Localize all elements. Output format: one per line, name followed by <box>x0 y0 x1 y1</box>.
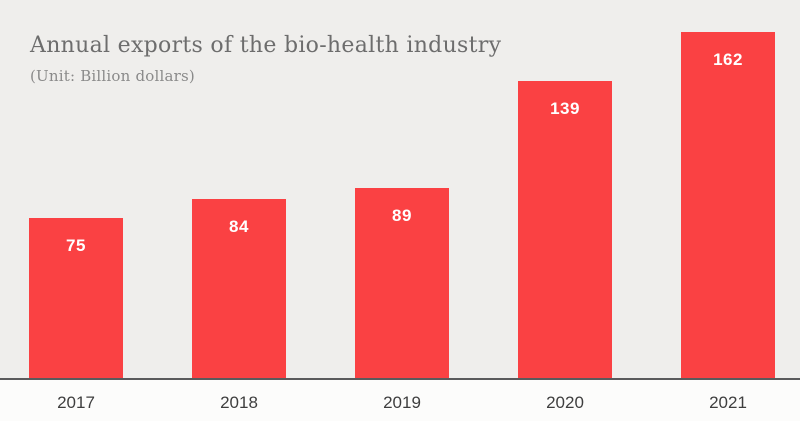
x-tick-label-2018: 2018 <box>220 393 258 412</box>
bar-2017: 75 <box>29 218 123 378</box>
bar-2018: 84 <box>192 199 286 378</box>
bar-value-label: 75 <box>66 236 86 255</box>
bar-2020: 139 <box>518 81 612 378</box>
bar-value-label: 162 <box>713 50 743 69</box>
x-tick-label-2021: 2021 <box>709 393 747 412</box>
bar-value-label: 139 <box>550 99 580 118</box>
x-tick-label-2019: 2019 <box>383 393 421 412</box>
chart-title: Annual exports of the bio-health industr… <box>30 33 502 58</box>
bars-layer: 75 84 89 139 162 <box>29 32 775 378</box>
x-tick-label-2020: 2020 <box>546 393 584 412</box>
chart-header: Annual exports of the bio-health industr… <box>30 33 501 85</box>
x-tick-label-2017: 2017 <box>57 393 95 412</box>
bar-2019: 89 <box>355 188 449 378</box>
bar-value-label: 89 <box>392 206 412 225</box>
x-axis: 2017 2018 2019 2020 2021 <box>0 380 800 413</box>
bar-value-label: 84 <box>229 217 249 236</box>
plot-area: 75 84 89 139 162 Annual exports of the b… <box>0 0 800 380</box>
bar-2021: 162 <box>681 32 775 378</box>
chart-unit-subtitle: (Unit: Billion dollars) <box>30 67 195 85</box>
